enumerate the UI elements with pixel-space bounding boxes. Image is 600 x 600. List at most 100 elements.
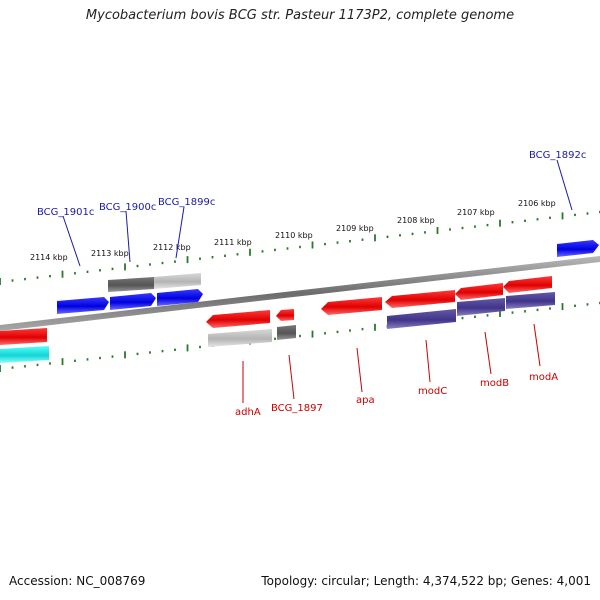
gene-adha[interactable] — [206, 310, 270, 328]
tick-label: 2112 kbp — [153, 243, 191, 252]
gene-moda[interactable] — [503, 276, 552, 293]
ruler-minor-tick — [261, 250, 264, 253]
gene-label-bcg1900c[interactable]: BCG_1900c — [99, 202, 156, 213]
gene-label-bcg1901c[interactable]: BCG_1901c — [37, 207, 94, 218]
gene-modc[interactable] — [385, 290, 455, 308]
ruler-minor-tick — [411, 232, 414, 236]
ruler-minor-tick — [86, 358, 89, 361]
ruler-major-tick — [186, 256, 189, 264]
map-title: Mycobacterium bovis BCG str. Pasteur 117… — [85, 8, 515, 23]
gene-bcg1901c[interactable] — [57, 297, 109, 314]
gene-bcg1900c-shadow[interactable] — [108, 277, 154, 292]
ruler-tick-labels: 2114 kbp 2113 kbp 2112 kbp 2111 kbp 2110… — [30, 199, 556, 262]
ruler-minor-tick — [461, 226, 464, 230]
tick-label: 2110 kbp — [275, 231, 313, 240]
ruler-minor-tick — [549, 216, 551, 219]
operon-moda[interactable] — [506, 292, 555, 309]
ruler-minor-tick — [99, 269, 101, 272]
gene-left-cyan[interactable] — [0, 346, 49, 363]
gene-apa[interactable] — [321, 297, 382, 315]
ruler-minor-tick — [136, 264, 139, 268]
reverse-strand-genes — [57, 240, 599, 314]
leader-line — [175, 206, 185, 259]
ruler-major-tick — [124, 351, 126, 359]
gene-label-bcg1892c[interactable]: BCG_1892c — [529, 150, 586, 161]
gene-bcg1899c-shadow[interactable] — [154, 273, 201, 289]
ruler-minor-tick — [524, 310, 526, 313]
ruler-minor-tick — [199, 345, 201, 349]
ruler-minor-tick — [149, 263, 151, 266]
tick-label: 2108 kbp — [397, 216, 435, 225]
ruler-minor-tick — [299, 334, 301, 338]
tick-label: 2111 kbp — [214, 238, 252, 247]
ruler-major-tick — [311, 241, 314, 249]
ruler-major-tick — [61, 358, 64, 366]
leader-line — [425, 339, 431, 383]
ruler-major-tick — [436, 227, 439, 234]
leader-line — [356, 347, 363, 393]
ruler-minor-tick — [574, 304, 576, 307]
ruler-minor-tick — [361, 327, 364, 331]
leader-line — [533, 323, 541, 367]
forward-strand-genes — [0, 276, 555, 363]
ruler-major-tick — [561, 303, 564, 311]
ruler-minor-tick — [211, 256, 214, 259]
ruler-minor-tick — [274, 337, 276, 340]
ruler-minor-tick — [36, 363, 39, 367]
ruler-minor-tick — [224, 254, 226, 257]
gene-label-moda[interactable]: modA — [529, 372, 558, 383]
gene-left-red[interactable] — [0, 328, 47, 345]
gene-bcg1892c[interactable] — [557, 240, 599, 257]
ruler-minor-tick — [536, 308, 539, 312]
accession-text: Accession: NC_008769 — [9, 574, 146, 588]
gene-bcg1899c[interactable] — [157, 289, 203, 306]
gene-label-apa[interactable]: apa — [356, 395, 375, 406]
ruler-minor-tick — [586, 303, 589, 306]
gene-label-modc[interactable]: modC — [418, 386, 447, 397]
ruler-minor-tick — [111, 267, 114, 271]
ruler-minor-tick — [86, 270, 89, 273]
ruler-major-tick — [374, 234, 376, 242]
gene-adha-pseudo[interactable] — [208, 329, 272, 347]
operon-modc[interactable] — [387, 309, 456, 329]
gene-bcg1897-pseudo[interactable] — [277, 325, 296, 340]
ruler-minor-tick — [324, 242, 326, 246]
genome-backbone — [0, 256, 600, 331]
ruler-minor-tick — [199, 257, 201, 260]
ruler-minor-tick — [49, 275, 51, 278]
ruler-minor-tick — [586, 212, 589, 215]
ruler-minor-tick — [536, 218, 539, 221]
ruler-minor-tick — [11, 366, 14, 369]
ruler-minor-tick — [99, 356, 101, 360]
tick-label: 2109 kbp — [336, 224, 374, 233]
tick-label: 2114 kbp — [30, 253, 68, 262]
ruler-upper — [0, 210, 600, 285]
gene-label-bcg1897[interactable]: BCG_1897 — [271, 403, 323, 414]
ruler-minor-tick — [511, 311, 514, 314]
tick-label: 2106 kbp — [518, 199, 556, 208]
ruler-minor-tick — [486, 223, 489, 227]
gene-modb[interactable] — [455, 283, 503, 300]
ruler-minor-tick — [524, 219, 526, 222]
gene-bcg1900c[interactable] — [110, 293, 156, 310]
ruler-minor-tick — [24, 365, 26, 368]
ruler-major-tick — [249, 248, 251, 256]
gene-label-bcg1899c[interactable]: BCG_1899c — [158, 197, 215, 208]
leader-line — [484, 331, 492, 375]
gene-label-adha[interactable]: adhA — [235, 407, 261, 418]
ruler-minor-tick — [111, 355, 114, 358]
ruler-minor-tick — [324, 332, 326, 335]
ruler-minor-tick — [36, 276, 39, 279]
gene-label-modb[interactable]: modB — [480, 378, 509, 389]
ruler-minor-tick — [574, 213, 576, 217]
ruler-major-tick — [0, 365, 1, 372]
operon-modb[interactable] — [457, 298, 505, 316]
ruler-minor-tick — [299, 245, 301, 249]
leader-line — [556, 159, 573, 211]
ruler-minor-tick — [336, 241, 339, 244]
gene-bcg1897[interactable] — [276, 309, 294, 321]
ruler-major-tick — [124, 263, 126, 271]
ruler-minor-tick — [161, 349, 164, 353]
ruler-minor-tick — [349, 240, 351, 243]
